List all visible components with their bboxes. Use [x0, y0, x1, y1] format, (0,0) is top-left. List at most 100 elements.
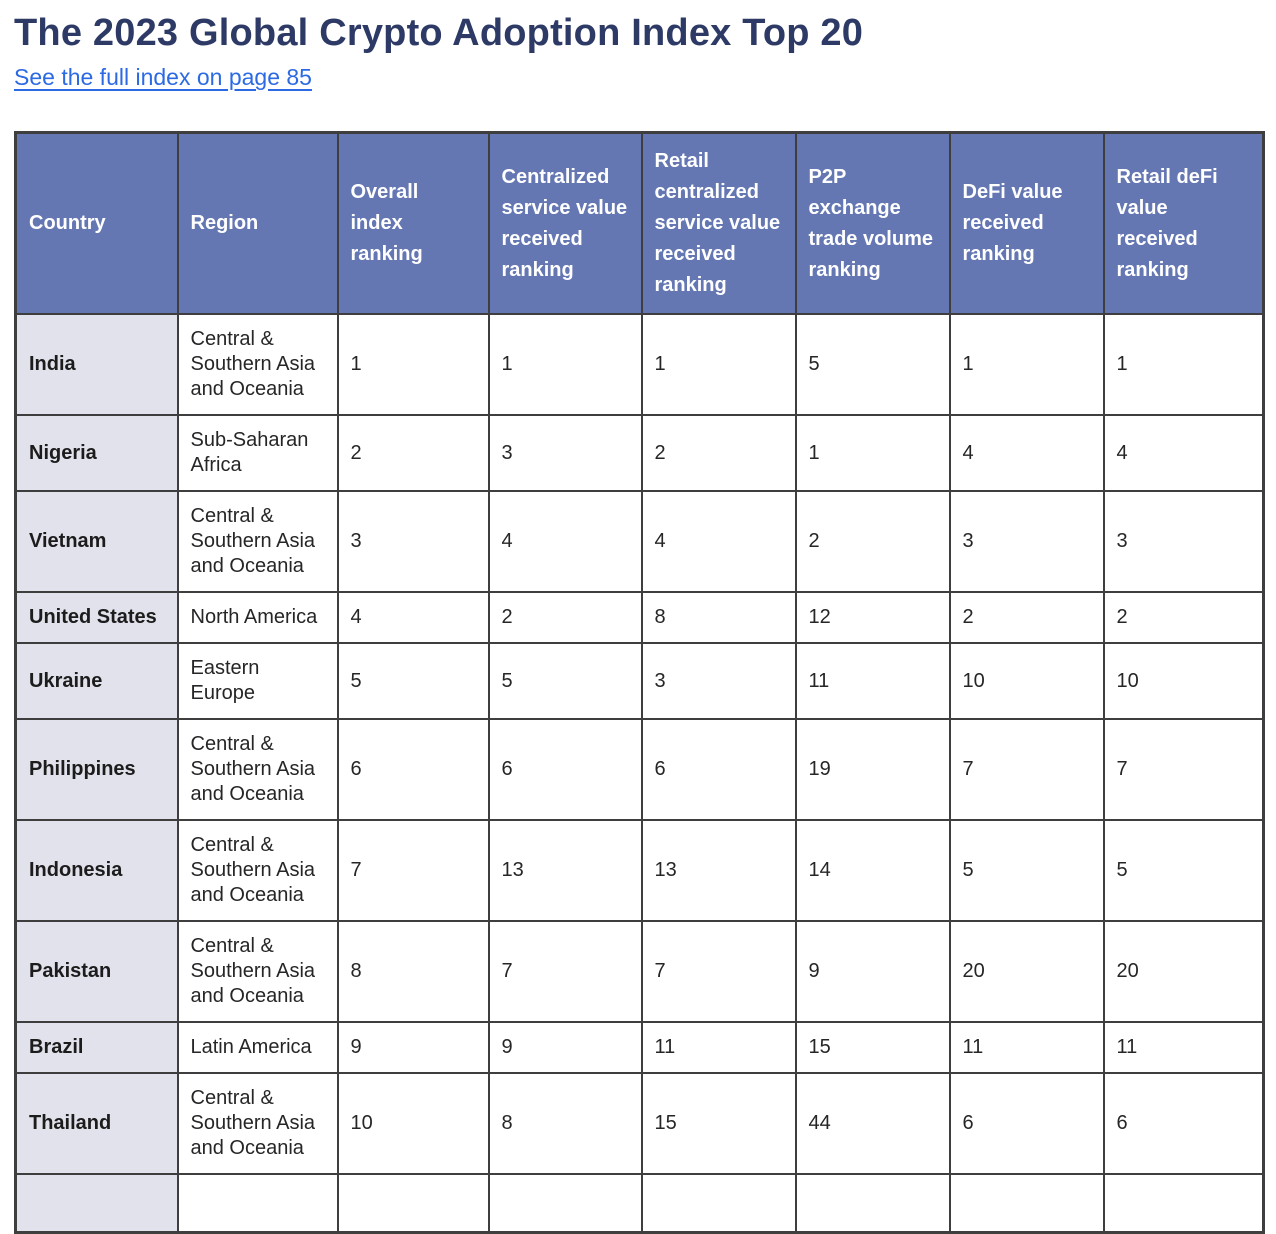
ranking-cell: 15 — [794, 1021, 951, 1074]
ranking-cell: 2 — [640, 414, 797, 492]
table-row: Indonesia Central & Southern Asia and Oce… — [14, 819, 1265, 922]
ranking-cell: 44 — [794, 1072, 951, 1175]
ranking-cell: 6 — [487, 718, 643, 821]
ranking-cell: 1 — [1102, 313, 1265, 416]
column-header: Region — [176, 131, 339, 315]
ranking-cell: 4 — [336, 591, 490, 644]
table-row: Vietnam Central & Southern Asia and Ocean… — [14, 490, 1265, 593]
ranking-cell: 19 — [794, 718, 951, 821]
region-cell: Central & Southern Asia and Oceania — [176, 920, 339, 1023]
country-cell: Brazil — [14, 1021, 179, 1074]
ranking-cell: 11 — [640, 1021, 797, 1074]
ranking-cell: 1 — [640, 313, 797, 416]
ranking-cell: 5 — [336, 642, 490, 720]
ranking-cell: 8 — [487, 1072, 643, 1175]
region-cell: Eastern Europe — [176, 642, 339, 720]
table-row: United States North America 4 2 8 12 2 2 — [14, 591, 1265, 644]
table-row: India Central & Southern Asia and Oceania… — [14, 313, 1265, 416]
ranking-cell: 2 — [487, 591, 643, 644]
ranking-cell — [640, 1173, 797, 1233]
ranking-cell: 2 — [794, 490, 951, 593]
table-row: Ukraine Eastern Europe 5 5 3 11 10 10 — [14, 642, 1265, 720]
ranking-cell: 6 — [948, 1072, 1105, 1175]
header-row: Country Region Overall index ranking Centra… — [14, 131, 1265, 315]
country-cell: Philippines — [14, 718, 179, 821]
table-row-clipped — [14, 1173, 1265, 1233]
ranking-cell: 14 — [794, 819, 951, 922]
country-cell: Indonesia — [14, 819, 179, 922]
table-row: Philippines Central & Southern Asia and O… — [14, 718, 1265, 821]
region-cell: North America — [176, 591, 339, 644]
page-title: The 2023 Global Crypto Adoption Index To… — [14, 12, 864, 54]
ranking-cell: 9 — [794, 920, 951, 1023]
ranking-cell: 8 — [640, 591, 797, 644]
ranking-cell: 6 — [640, 718, 797, 821]
ranking-cell: 1 — [336, 313, 490, 416]
ranking-cell: 4 — [487, 490, 643, 593]
region-cell: Central & Southern Asia and Oceania — [176, 313, 339, 416]
ranking-cell: 1 — [794, 414, 951, 492]
ranking-cell: 20 — [948, 920, 1105, 1023]
ranking-cell: 8 — [336, 920, 490, 1023]
ranking-cell: 13 — [640, 819, 797, 922]
ranking-cell: 10 — [1102, 642, 1265, 720]
ranking-cell: 1 — [948, 313, 1105, 416]
country-cell: Thailand — [14, 1072, 179, 1175]
full-index-link[interactable]: See the full index on page 85 — [14, 64, 312, 90]
country-cell: Ukraine — [14, 642, 179, 720]
ranking-cell: 2 — [336, 414, 490, 492]
column-header: Retail centralized service value receive… — [640, 131, 797, 315]
ranking-cell: 13 — [487, 819, 643, 922]
ranking-cell: 4 — [1102, 414, 1265, 492]
table-body: India Central & Southern Asia and Oceania… — [14, 313, 1265, 1233]
crypto-adoption-table: Country Region Overall index ranking Centra… — [14, 131, 1265, 1234]
ranking-cell — [948, 1173, 1105, 1233]
ranking-cell: 4 — [640, 490, 797, 593]
ranking-cell: 1 — [487, 313, 643, 416]
ranking-cell — [794, 1173, 951, 1233]
region-cell: Central & Southern Asia and Oceania — [176, 1072, 339, 1175]
country-cell — [14, 1173, 179, 1233]
ranking-cell: 11 — [794, 642, 951, 720]
ranking-cell: 11 — [948, 1021, 1105, 1074]
ranking-cell: 10 — [948, 642, 1105, 720]
ranking-cell: 12 — [794, 591, 951, 644]
ranking-cell: 5 — [794, 313, 951, 416]
region-cell: Latin America — [176, 1021, 339, 1074]
ranking-cell: 3 — [487, 414, 643, 492]
ranking-cell: 2 — [948, 591, 1105, 644]
table-row: Thailand Central & Southern Asia and Ocea… — [14, 1072, 1265, 1175]
column-header: Country — [14, 131, 179, 315]
ranking-cell — [487, 1173, 643, 1233]
ranking-cell — [176, 1173, 339, 1233]
ranking-cell: 5 — [948, 819, 1105, 922]
column-header: Overall index ranking — [336, 131, 490, 315]
ranking-cell: 7 — [640, 920, 797, 1023]
ranking-cell: 3 — [1102, 490, 1265, 593]
region-cell: Central & Southern Asia and Oceania — [176, 490, 339, 593]
column-header: DeFi value received ranking — [948, 131, 1105, 315]
ranking-cell — [1102, 1173, 1265, 1233]
ranking-cell: 9 — [487, 1021, 643, 1074]
country-cell: Vietnam — [14, 490, 179, 593]
region-cell: Central & Southern Asia and Oceania — [176, 819, 339, 922]
column-header: Retail deFi value received ranking — [1102, 131, 1265, 315]
region-cell: Central & Southern Asia and Oceania — [176, 718, 339, 821]
table-row: Pakistan Central & Southern Asia and Ocea… — [14, 920, 1265, 1023]
ranking-cell: 5 — [487, 642, 643, 720]
ranking-cell: 5 — [1102, 819, 1265, 922]
ranking-cell: 7 — [1102, 718, 1265, 821]
ranking-cell: 3 — [336, 490, 490, 593]
ranking-cell: 3 — [640, 642, 797, 720]
ranking-cell: 2 — [1102, 591, 1265, 644]
country-cell: United States — [14, 591, 179, 644]
ranking-cell: 4 — [948, 414, 1105, 492]
country-cell: Pakistan — [14, 920, 179, 1023]
ranking-cell: 11 — [1102, 1021, 1265, 1074]
ranking-cell: 10 — [336, 1072, 490, 1175]
column-header: Centralized service value received ranki… — [487, 131, 643, 315]
country-cell: Nigeria — [14, 414, 179, 492]
country-cell: India — [14, 313, 179, 416]
ranking-cell: 6 — [336, 718, 490, 821]
